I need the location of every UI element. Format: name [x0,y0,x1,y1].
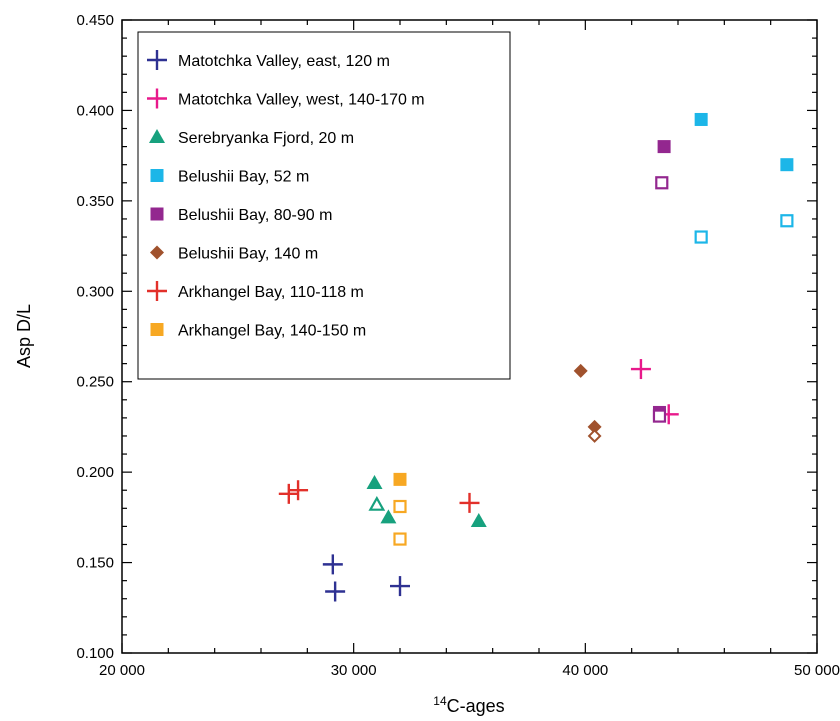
data-point-series-7-open [393,532,407,546]
legend-label: Belushii Bay, 140 m [178,246,318,263]
y-tick-label: 0.300 [76,283,114,300]
legend-label: Arkhangel Bay, 110-118 m [178,284,364,301]
data-point-series-5-filled [573,363,588,378]
legend-marker [150,169,164,182]
data-point-series-2-open [368,495,386,511]
legend-label: Matotchka Valley, west, 140-170 m [178,92,425,109]
legend-label: Belushii Bay, 80-90 m [178,207,332,224]
x-tick-label: 50 000 [794,662,840,679]
legend-entry: Arkhangel Bay, 110-118 m [147,281,364,301]
data-point-series-3-filled [780,158,794,172]
data-point-series-7-open [393,499,407,514]
legend-marker [147,88,167,109]
data-point-series-4-open [655,176,669,190]
y-tick-label: 0.100 [76,645,114,662]
y-tick-label: 0.350 [76,193,114,210]
legend-marker [150,323,164,336]
y-tick-label: 0.200 [76,464,114,481]
y-tick-label: 0.400 [76,102,114,119]
legend: Matotchka Valley, east, 120 m Matotchka V… [137,31,511,380]
data-point-series-6-filled [288,480,309,501]
legend-label: Matotchka Valley, east, 120 m [178,53,390,70]
data-point-series-2-filled [380,509,397,524]
legend-entry: Arkhangel Bay, 140-150 m [150,323,366,340]
y-tick-label: 0.150 [76,555,114,572]
x-axis-title-superscript: 14 [433,694,447,708]
x-axis-title-text: C-ages [447,696,505,716]
x-tick-label: 40 000 [562,662,608,679]
data-point-series-3-open [780,214,794,228]
legend-entry: Belushii Bay, 52 m [150,169,309,186]
legend-marker [149,129,165,143]
plot-frame [121,19,818,654]
x-tick-label: 20 000 [99,662,145,679]
data-point-series-2-filled [470,512,487,527]
legend-entry: Matotchka Valley, east, 120 m [147,50,390,70]
legend-label: Belushii Bay, 52 m [178,169,309,186]
y-tick-label: 0.250 [76,374,114,391]
x-tick-label: 30 000 [331,662,377,679]
legend-box [137,31,511,380]
legend-entry: Belushii Bay, 80-90 m [150,207,332,224]
data-markers [278,112,794,602]
legend-entry: Matotchka Valley, west, 140-170 m [147,88,425,109]
data-point-series-2-filled [366,474,383,489]
legend-label: Serebryanka Fjord, 20 m [178,130,354,147]
legend-items: Matotchka Valley, east, 120 m Matotchka V… [147,50,425,340]
data-point-series-1-filled [630,359,651,380]
legend-label: Arkhangel Bay, 140-150 m [178,323,366,340]
axis-tick-labels: 20 000 30 000 40 000 50 000 0.100 0.150 0.200 0… [76,12,839,679]
legend-marker [150,207,164,221]
x-axis-title: 14C-ages [433,694,504,716]
data-point-series-0-filled [322,554,343,575]
axis-ticks [121,19,818,654]
legend-entry: Belushii Bay, 140 m [150,245,318,263]
data-point-series-4-filled [657,140,671,154]
data-point-series-3-filled [694,112,708,126]
data-point-series-0-filled [325,581,346,602]
y-axis-title: Asp D/L [14,304,34,368]
legend-marker [147,281,167,301]
data-point-series-7-filled [393,472,407,486]
data-point-series-4-open [652,409,667,423]
data-point-series-6-filled [278,483,299,504]
data-point-series-5-open [587,429,602,443]
data-point-series-3-open [694,230,708,244]
data-point-series-5-filled [587,419,602,434]
data-point-series-0-filled [390,576,410,597]
data-point-series-6-filled [459,492,480,513]
y-tick-label: 0.450 [76,12,114,29]
legend-marker [147,50,167,70]
legend-marker [150,245,164,260]
legend-entry: Serebryanka Fjord, 20 m [149,129,354,147]
